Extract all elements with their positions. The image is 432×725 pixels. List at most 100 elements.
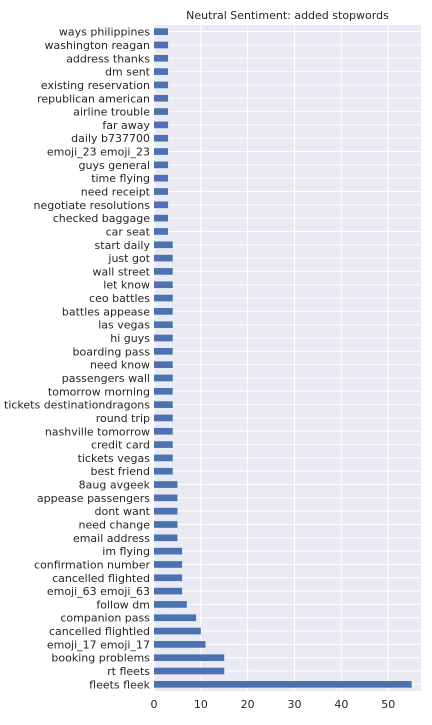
y-tick-label: guys general [79, 159, 151, 172]
y-tick-label: tomorrow morning [48, 385, 150, 398]
y-tick-label: start daily [95, 239, 151, 252]
bar [154, 134, 169, 142]
y-tick-label: need receipt [81, 186, 151, 199]
y-tick-label: credit card [91, 439, 150, 452]
bar [154, 494, 178, 502]
y-tick-label: emoji_63 emoji_63 [47, 585, 150, 598]
y-tick-label: boarding pass [73, 345, 151, 358]
y-tick-label: wall street [92, 265, 150, 278]
y-tick-label: airline trouble [73, 106, 150, 119]
y-tick-label: tickets vegas [78, 452, 151, 465]
grid-layer [153, 25, 421, 691]
bar [154, 214, 169, 222]
y-tick-label: tickets destinationdragons [4, 399, 150, 412]
y-tick-label: cancelled flightled [49, 625, 150, 638]
y-tick-label: just got [107, 252, 150, 265]
y-tick-label: dont want [94, 505, 150, 518]
x-tick-label: 50 [381, 698, 395, 711]
bar [154, 361, 173, 368]
bar [154, 547, 183, 555]
y-tick-label: 8aug avgeek [79, 479, 151, 492]
bar [154, 201, 169, 209]
y-tick-label: round trip [96, 412, 150, 425]
bar [154, 441, 173, 448]
y-tick-label: negotiate resolutions [34, 199, 151, 212]
y-tick-label: email address [73, 532, 150, 545]
bar [154, 108, 169, 115]
x-tick-label: 10 [194, 698, 208, 711]
bar [154, 188, 169, 195]
bar [154, 268, 173, 275]
bar [154, 414, 173, 422]
y-tick-label: need know [90, 359, 150, 372]
y-tick-label: checked baggage [53, 212, 150, 225]
bar [154, 81, 169, 89]
bar [154, 68, 169, 75]
y-tick-label: las vegas [98, 319, 150, 332]
bar [154, 587, 183, 595]
bar [154, 401, 173, 408]
y-tick-label: car seat [106, 225, 151, 238]
y-tick-label: need change [79, 519, 151, 532]
y-tick-label: nashville tomorrow [45, 425, 150, 438]
y-tick-label: cancelled flighted [52, 572, 150, 585]
x-tick-label: 20 [241, 698, 255, 711]
bar [154, 667, 225, 675]
bar [154, 374, 173, 382]
y-tick-label: let know [103, 279, 150, 292]
y-tick-label: dm sent [105, 66, 151, 79]
y-tick-label: companion pass [60, 612, 150, 625]
y-tick-label: emoji_17 emoji_17 [47, 638, 150, 651]
bar [154, 681, 412, 688]
bar [154, 507, 178, 515]
bar [154, 481, 178, 488]
y-tick-label: daily b737700 [71, 132, 150, 145]
bar [154, 427, 173, 435]
bar [154, 574, 183, 582]
bar [154, 281, 173, 289]
bar [154, 28, 169, 35]
bar [154, 54, 169, 62]
y-tick-label: fleets fleek [89, 678, 150, 691]
y-tick-label: follow dm [96, 598, 150, 611]
x-tick-label: 30 [288, 698, 302, 711]
bar [154, 348, 173, 355]
plot-background [154, 25, 421, 691]
bar [154, 387, 173, 395]
bar [154, 94, 169, 102]
bar [154, 241, 173, 249]
y-tick-label: ways philippines [59, 26, 150, 39]
bar [154, 614, 197, 622]
bar [154, 561, 183, 568]
bar [154, 308, 173, 315]
y-tick-label: existing reservation [41, 79, 150, 92]
bar-layer [154, 28, 412, 688]
bar [154, 254, 173, 262]
x-tick-label: 40 [334, 698, 348, 711]
bar [154, 148, 169, 155]
bar [154, 161, 169, 169]
y-tick-label: appease passengers [37, 492, 150, 505]
bar [154, 467, 173, 475]
y-tick-label: booking problems [51, 652, 150, 665]
y-tick-label: emoji_23 emoji_23 [47, 146, 150, 159]
chart-title: Neutral Sentiment: added stopwords [186, 9, 389, 22]
y-tick-label: far away [102, 119, 150, 132]
bar [154, 654, 225, 662]
bar [154, 321, 173, 329]
bar [154, 41, 169, 49]
y-tick-label: ceo battles [89, 292, 150, 305]
bar [154, 641, 206, 648]
bar [154, 627, 201, 635]
bar [154, 334, 173, 342]
y-tick-label: hi guys [110, 332, 150, 345]
bar [154, 228, 169, 235]
y-tick-label: battles appease [62, 305, 150, 318]
y-tick-label: passengers wall [62, 372, 150, 385]
bar [154, 521, 178, 528]
x-tick-labels: 0 10 20 30 40 50 [151, 698, 396, 711]
y-tick-label: best friend [91, 465, 150, 478]
